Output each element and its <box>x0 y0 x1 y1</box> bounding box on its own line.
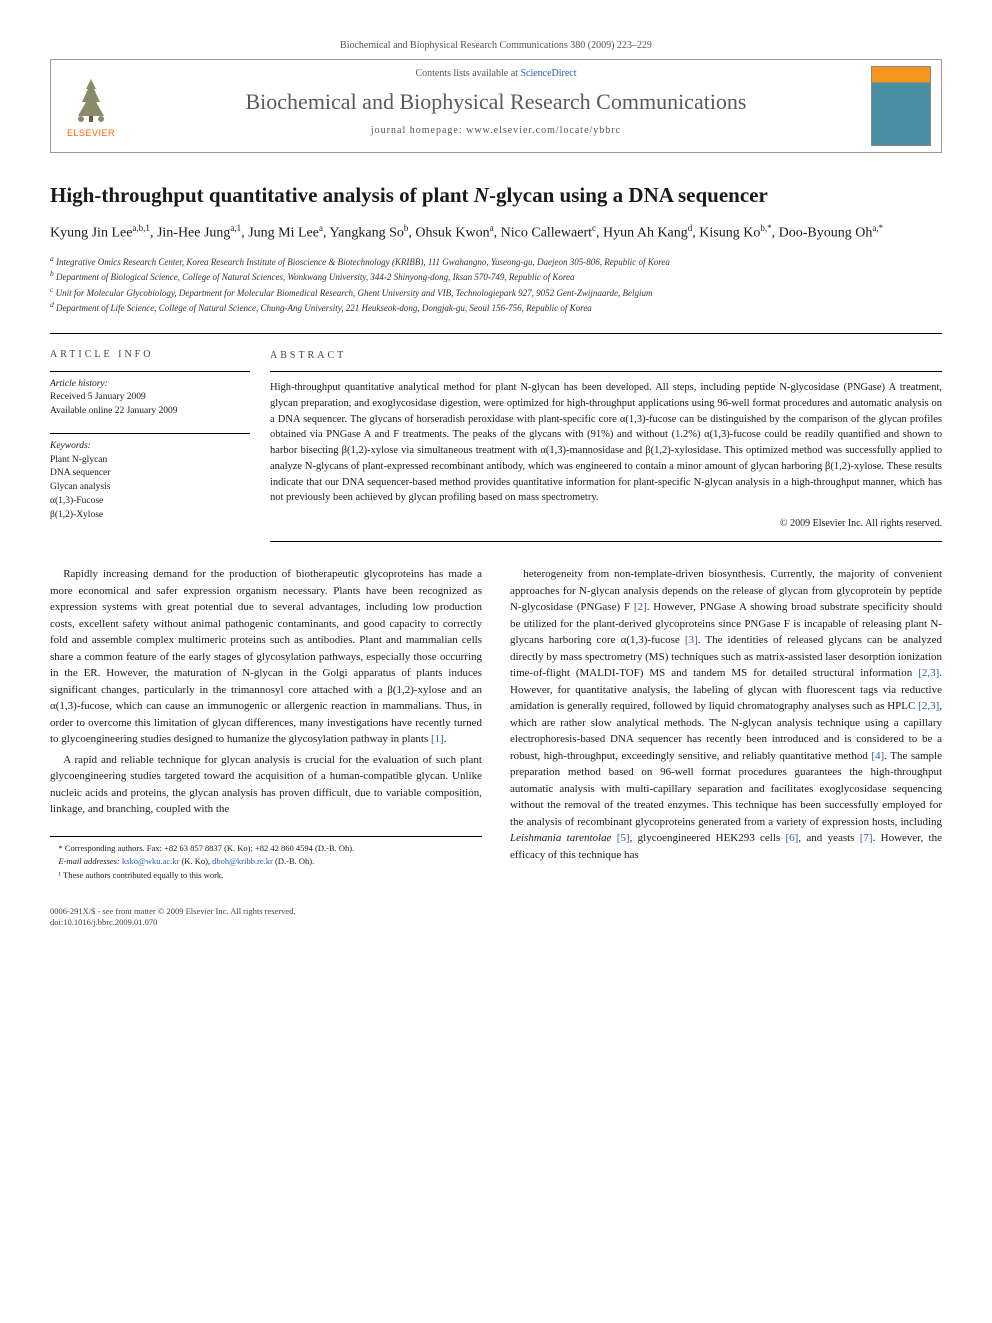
body-paragraph: A rapid and reliable technique for glyca… <box>50 752 482 818</box>
keywords-list: Plant N-glycan DNA sequencer Glycan analys… <box>50 455 110 520</box>
header-center: Contents lists available at ScienceDirec… <box>131 60 861 152</box>
contents-available-line: Contents lists available at ScienceDirec… <box>139 68 853 79</box>
corresponding-author-note: * Corresponding authors. Fax: +82 63 857… <box>50 843 482 855</box>
journal-cover-thumb <box>871 66 931 146</box>
affiliation-item: d Department of Life Science, College of… <box>50 300 942 315</box>
journal-cover-thumb-block <box>861 60 941 152</box>
journal-homepage-line: journal homepage: www.elsevier.com/locat… <box>139 125 853 136</box>
journal-citation-line: Biochemical and Biophysical Research Com… <box>50 40 942 51</box>
doi-line: doi:10.1016/j.bbrc.2009.01.070 <box>50 917 942 928</box>
copyright-line: © 2009 Elsevier Inc. All rights reserved… <box>270 516 942 542</box>
body-column-left: Rapidly increasing demand for the produc… <box>50 566 482 884</box>
affiliation-item: c Unit for Molecular Glycobiology, Depar… <box>50 285 942 300</box>
affiliation-list: a Integrative Omics Research Center, Kor… <box>50 254 942 315</box>
article-info-heading: ARTICLE INFO <box>50 348 250 363</box>
email-label: E-mail addresses: <box>59 856 120 866</box>
article-history-block: Article history: Received 5 January 2009… <box>50 371 250 419</box>
body-paragraph: heterogeneity from non-template-driven b… <box>510 566 942 863</box>
body-column-right: heterogeneity from non-template-driven b… <box>510 566 942 884</box>
email-line: E-mail addresses: ksko@wku.ac.kr (K. Ko)… <box>50 856 482 868</box>
issn-line: 0006-291X/$ - see front matter © 2009 El… <box>50 906 942 917</box>
footer-meta: 0006-291X/$ - see front matter © 2009 El… <box>50 906 942 928</box>
affiliation-item: b Department of Biological Science, Coll… <box>50 269 942 284</box>
equal-contribution-note: ¹ These authors contributed equally to t… <box>50 870 482 882</box>
keyword-item: α(1,3)-Fucose <box>50 496 103 506</box>
abstract-heading: ABSTRACT <box>270 348 942 363</box>
keyword-item: DNA sequencer <box>50 468 110 478</box>
author-list: Kyung Jin Leea,b,1, Jin-Hee Junga,1, Jun… <box>50 222 942 244</box>
abstract-column: ABSTRACT High-throughput quantitative an… <box>270 348 942 542</box>
article-info-column: ARTICLE INFO Article history: Received 5… <box>50 348 250 542</box>
contents-label: Contents lists available at <box>415 68 520 79</box>
footnotes-block: * Corresponding authors. Fax: +82 63 857… <box>50 836 482 883</box>
sciencedirect-link[interactable]: ScienceDirect <box>520 68 576 79</box>
received-date: Received 5 January 2009 <box>50 392 146 402</box>
keywords-label: Keywords: <box>50 441 91 451</box>
article-title: High-throughput quantitative analysis of… <box>50 183 942 208</box>
publisher-logo-block: ELSEVIER <box>51 60 131 152</box>
journal-header-box: ELSEVIER Contents lists available at Sci… <box>50 59 942 153</box>
email-addresses: ksko@wku.ac.kr (K. Ko), dboh@kribb.re.kr… <box>122 856 314 866</box>
affiliation-item: a Integrative Omics Research Center, Kor… <box>50 254 942 269</box>
keyword-item: Plant N-glycan <box>50 455 107 465</box>
publisher-label: ELSEVIER <box>67 128 115 138</box>
keywords-block: Keywords: Plant N-glycan DNA sequencer Gly… <box>50 433 250 523</box>
abstract-text: High-throughput quantitative analytical … <box>270 371 942 506</box>
journal-name: Biochemical and Biophysical Research Com… <box>139 89 853 115</box>
body-paragraph: Rapidly increasing demand for the produc… <box>50 566 482 748</box>
available-date: Available online 22 January 2009 <box>50 406 178 416</box>
keyword-item: β(1,2)-Xylose <box>50 510 103 520</box>
keyword-item: Glycan analysis <box>50 482 110 492</box>
body-two-column: Rapidly increasing demand for the produc… <box>50 566 942 884</box>
elsevier-tree-icon <box>66 74 116 124</box>
info-abstract-row: ARTICLE INFO Article history: Received 5… <box>50 333 942 542</box>
history-label: Article history: <box>50 379 108 389</box>
